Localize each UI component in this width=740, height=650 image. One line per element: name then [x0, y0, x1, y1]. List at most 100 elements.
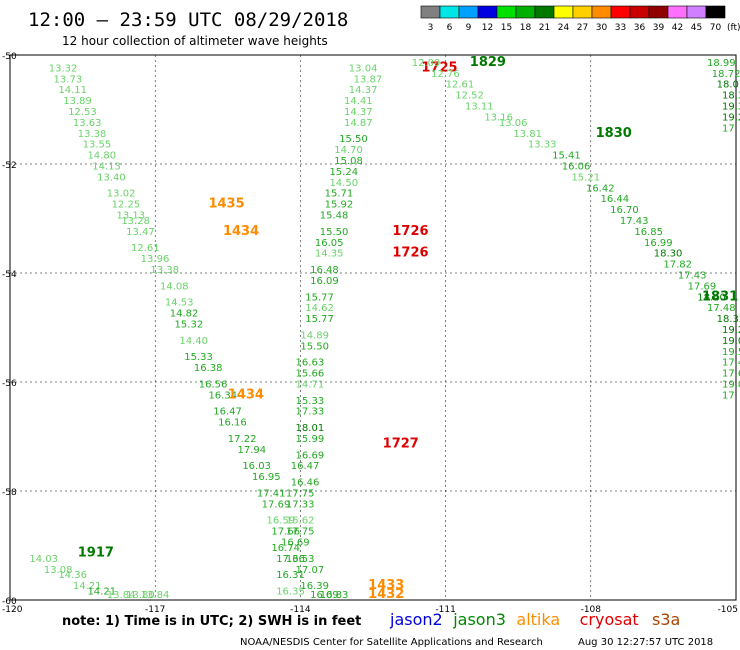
swh-value: 17.45 — [722, 358, 740, 369]
track-1829: 12.0912.7612.6112.5213.1113.1613.0613.81… — [412, 55, 740, 401]
swh-value: 17.36 — [276, 554, 305, 565]
swh-value: 16.85 — [634, 227, 663, 238]
swh-value: 16.16 — [218, 418, 247, 429]
swh-value: 15.08 — [334, 156, 363, 167]
legend-label: 21 — [539, 23, 550, 33]
swh-value: 17.69 — [262, 499, 291, 510]
legend-label: 15 — [501, 23, 512, 33]
swh-value: 16.74 — [271, 543, 300, 554]
swh-value: 13.04 — [349, 63, 378, 74]
track-1435: 13.3213.7314.1113.8912.5313.6313.3813.55… — [49, 63, 305, 597]
swh-value: 16.42 — [586, 183, 615, 194]
track-1917: 14.0313.0814.3614.2114.2113.8413.8013.84… — [29, 545, 169, 601]
legend-swatch — [610, 5, 631, 19]
swh-value: 17.94 — [237, 445, 266, 456]
pass-time-label: 1434 — [228, 387, 264, 402]
lat-tick-label: -58 — [2, 488, 17, 498]
swh-value: 16.46 — [291, 478, 320, 489]
swh-value: 13.84 — [141, 590, 170, 601]
swh-value: 14.37 — [344, 107, 373, 118]
legend-swatch — [686, 5, 707, 19]
swh-value: 17.43 — [620, 216, 649, 227]
pass-time-label: 1727 — [383, 436, 419, 451]
axis-ticks: -50 -52 -54 -56 -58 -60-120 -117 -114 -111 -108 -1… — [2, 52, 738, 615]
swh-value: 14.87 — [344, 118, 373, 129]
swh-value: 16.53 — [286, 554, 315, 565]
swh-value: 16.47 — [213, 407, 242, 418]
swh-value: 16.03 — [242, 461, 271, 472]
legend-label: 33 — [615, 23, 626, 33]
swh-value: 14.21 — [73, 581, 102, 592]
legend-label: 70 — [710, 23, 722, 33]
swh-value: 19.2 — [722, 112, 740, 123]
swh-value: 13.80 — [126, 590, 155, 601]
swh-value: 15.48 — [320, 211, 349, 222]
mission-legend: jason2 jason3 altika cryosat s3a — [389, 610, 680, 629]
swh-value: 13.96 — [141, 254, 170, 265]
swh-value: 19.57 — [722, 347, 740, 358]
swh-value: 17.43 — [678, 270, 707, 281]
swh-value: 15.32 — [175, 320, 204, 331]
legend-swatch — [534, 5, 555, 19]
swh-value: 17.62 — [722, 369, 740, 380]
swh-value: 16.06 — [562, 161, 591, 172]
swh-value: 12.53 — [68, 107, 97, 118]
lon-tick-label: -105 — [718, 605, 738, 615]
swh-value: 19.05 — [722, 336, 740, 347]
swh-value: 15.41 — [552, 151, 581, 162]
page-title: 12:00 – 23:59 UTC 08/29/2018 — [28, 9, 348, 31]
swh-value: 14.89 — [300, 330, 329, 341]
swh-value: 13.08 — [44, 565, 73, 576]
swh-value: 13.89 — [63, 96, 92, 107]
swh-value: 14.80 — [87, 151, 116, 162]
swh-value: 14.71 — [296, 379, 325, 390]
legend-label: 24 — [558, 23, 570, 33]
legend-swatch — [515, 5, 536, 19]
pass-time-label: 1725 — [421, 60, 457, 75]
pass-time-label: 1831 — [702, 289, 738, 304]
mission-s3a: s3a — [652, 610, 680, 629]
swh-value: 17.69 — [688, 281, 717, 292]
legend-swatch — [591, 5, 612, 19]
swh-value: 16.35 — [276, 587, 305, 598]
lon-tick-label: -120 — [2, 605, 23, 615]
swh-value: 13.28 — [121, 216, 150, 227]
lat-tick-label: -54 — [2, 270, 17, 280]
swh-value: 17.75 — [286, 527, 315, 538]
swh-value: 16.05 — [315, 238, 344, 249]
swh-value: 12.09 — [412, 58, 441, 69]
footer-timestamp: Aug 30 12:27:57 UTC 2018 — [578, 637, 713, 648]
swh-value: 14.35 — [315, 249, 344, 260]
swh-value: 15.77 — [305, 292, 334, 303]
pass-time-label: 1726 — [392, 246, 428, 261]
pass-time-label: 1830 — [596, 126, 632, 141]
pass-time-label: 1435 — [208, 197, 244, 212]
swh-value: 13.87 — [354, 74, 383, 85]
plot-area — [9, 54, 737, 601]
lon-tick-label: -111 — [435, 605, 455, 615]
lat-tick-label: -56 — [2, 379, 17, 389]
lat-tick-label: -52 — [2, 161, 17, 171]
swh-value: 14.11 — [58, 85, 87, 96]
pass-time-label: 1433 — [368, 578, 404, 593]
page-subtitle: 12 hour collection of altimeter wave hei… — [62, 34, 328, 48]
swh-value: 16.70 — [610, 205, 639, 216]
swh-value: 14.13 — [92, 161, 121, 172]
legend-swatch — [420, 5, 441, 19]
swh-value: 13.16 — [484, 112, 513, 123]
swh-value: 14.21 — [87, 587, 116, 598]
mission-jason2: jason2 — [389, 610, 443, 629]
legend-swatch — [572, 5, 593, 19]
swh-value: 13.02 — [107, 189, 136, 200]
pass-time-label: 1829 — [470, 55, 506, 70]
swh-value: 17.22 — [228, 434, 257, 445]
swh-value: 14.50 — [329, 178, 358, 189]
swh-value: 13.40 — [97, 172, 126, 183]
swh-value: 12.61 — [446, 80, 475, 91]
lon-tick-label: -117 — [145, 605, 165, 615]
swh-value: 19.22 — [722, 325, 740, 336]
swh-value: 14.70 — [334, 145, 363, 156]
legend-unit: (ft) — [727, 23, 740, 33]
